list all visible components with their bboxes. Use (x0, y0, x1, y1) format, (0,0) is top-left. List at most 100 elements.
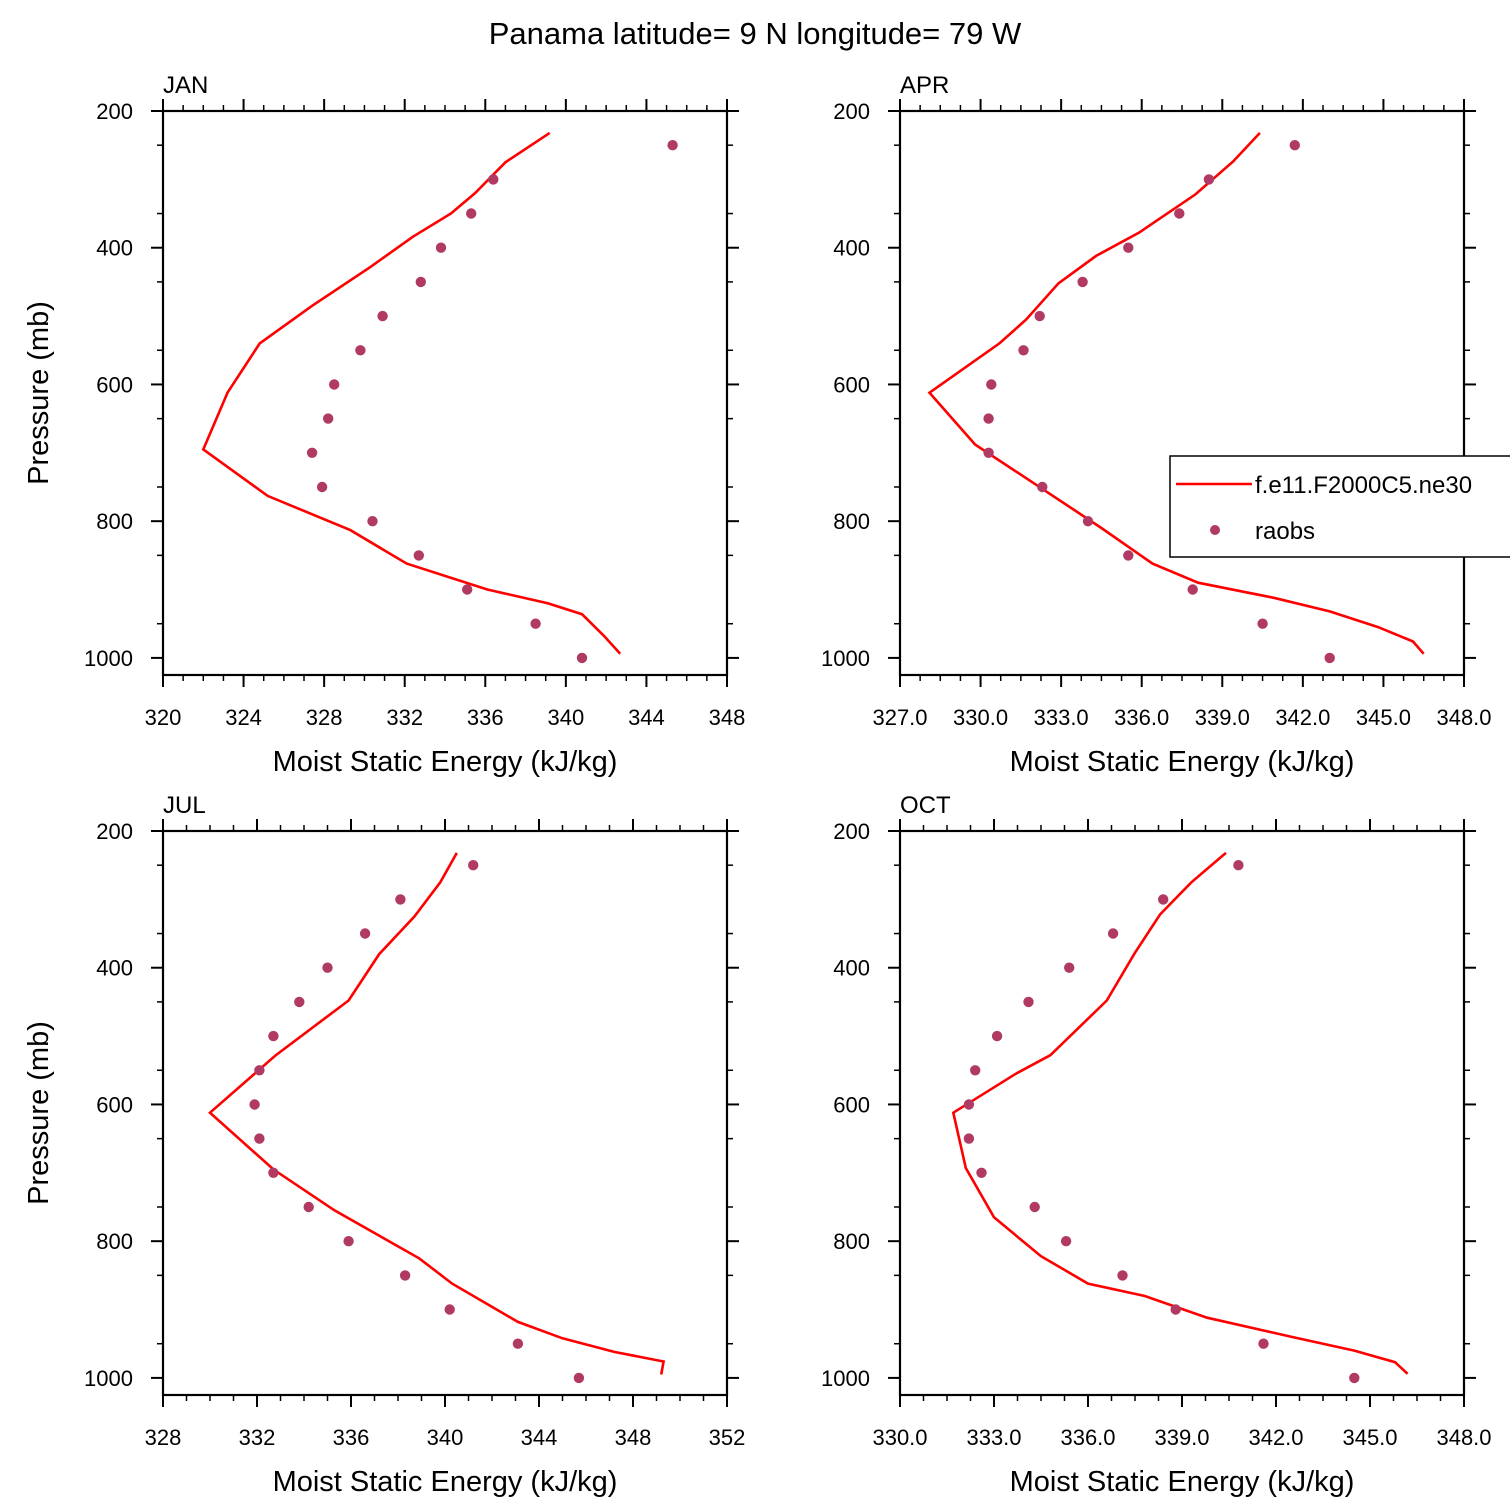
obs-point (1174, 208, 1185, 219)
x-tick-label: 320 (145, 705, 182, 730)
y-tick-label: 400 (833, 956, 870, 981)
y-tick-label: 600 (833, 1092, 870, 1117)
obs-point (1289, 140, 1301, 151)
x-tick-label: 340 (427, 1425, 464, 1450)
x-tick-label: 344 (628, 705, 665, 730)
obs-point (444, 1304, 455, 1315)
y-tick-label: 800 (833, 509, 870, 534)
figure-title: Panama latitude= 9 N longitude= 79 W (489, 16, 1022, 51)
panel-label: APR (900, 72, 949, 99)
obs-point (329, 379, 340, 390)
y-tick-label: 200 (833, 819, 870, 844)
x-tick-label: 324 (225, 705, 262, 730)
obs-point (254, 1065, 265, 1076)
y-axis-label: Pressure (mb) (23, 1021, 55, 1205)
x-tick-label: 339.0 (1195, 705, 1250, 730)
x-tick-label: 352 (709, 1425, 746, 1450)
obs-point (254, 1133, 265, 1144)
panel-label: OCT (900, 792, 951, 819)
obs-point (512, 1338, 524, 1349)
x-tick-label: 330.0 (872, 1425, 927, 1450)
x-tick-label: 348.0 (1436, 1425, 1491, 1450)
obs-point (306, 447, 318, 458)
obs-point (303, 1201, 314, 1213)
x-axis-label: Moist Static Energy (kJ/kg) (273, 1466, 618, 1498)
obs-point (1060, 1236, 1072, 1247)
obs-point (395, 894, 406, 905)
obs-point (1117, 1270, 1128, 1281)
obs-point (963, 1099, 975, 1110)
obs-point (1107, 928, 1119, 939)
obs-point (1077, 276, 1088, 288)
obs-point (991, 1030, 1003, 1042)
obs-point (1349, 1372, 1360, 1384)
x-tick-label: 348 (709, 705, 746, 730)
y-tick-label: 600 (833, 372, 870, 397)
y-tick-label: 200 (96, 819, 133, 844)
legend-obs-label: raobs (1255, 518, 1315, 545)
obs-point (343, 1236, 354, 1247)
obs-point (1123, 242, 1134, 253)
obs-point (413, 550, 424, 561)
model-line-apr (927, 132, 1425, 655)
x-tick-label: 332 (239, 1425, 276, 1450)
x-tick-label: 332 (386, 705, 423, 730)
y-tick-label: 1000 (84, 1366, 133, 1391)
panel-jan: JAN 320 324 328 332 336 340 344 348 200 400 600 800 1… (23, 72, 745, 778)
model-line-jul (208, 852, 666, 1375)
plot-frame (898, 109, 1466, 677)
x-tick-label: 330.0 (953, 705, 1008, 730)
obs-point (667, 140, 678, 151)
legend-model-label: f.e11.F2000C5.ne30 (1255, 472, 1472, 499)
plot-frame (898, 829, 1466, 1397)
obs-point (576, 652, 588, 664)
obs-point (268, 1030, 279, 1042)
model-line-oct (951, 851, 1409, 1375)
x-tick-label: 348.0 (1436, 705, 1491, 730)
obs-point (983, 447, 994, 458)
x-axis-label: Moist Static Energy (kJ/kg) (1010, 1466, 1355, 1498)
x-tick-label: 336 (467, 705, 504, 730)
panels: JAN 320 324 328 332 336 340 344 348 200 400 600 800 1… (23, 72, 1492, 1498)
obs-point (1158, 894, 1169, 905)
x-tick-label: 328 (306, 705, 343, 730)
plot-frame (161, 109, 729, 677)
x-tick-label: 333.0 (1034, 705, 1089, 730)
y-tick-label: 800 (96, 1229, 133, 1254)
x-tick-label: 345.0 (1342, 1425, 1397, 1450)
obs-point (323, 413, 334, 424)
obs-point (530, 618, 541, 629)
obs-point (466, 208, 477, 219)
y-tick-label: 1000 (821, 646, 870, 671)
obs-point (435, 242, 447, 253)
panel-label: JUL (163, 792, 206, 819)
x-tick-label: 336 (333, 1425, 370, 1450)
x-tick-label: 328 (145, 1425, 182, 1450)
x-tick-label: 348 (615, 1425, 652, 1450)
x-axis-label: Moist Static Energy (kJ/kg) (273, 746, 618, 778)
y-tick-label: 800 (96, 509, 133, 534)
obs-point (976, 1167, 987, 1179)
obs-point (970, 1065, 981, 1076)
obs-point (367, 516, 378, 527)
obs-point (1023, 996, 1034, 1008)
y-tick-label: 200 (833, 99, 870, 124)
x-tick-label: 344 (521, 1425, 558, 1450)
obs-point (1324, 652, 1335, 664)
obs-point (573, 1372, 585, 1384)
x-tick-label: 327.0 (872, 705, 927, 730)
x-tick-label: 336.0 (1114, 705, 1169, 730)
y-tick-label: 400 (96, 956, 133, 981)
y-tick-label: 600 (96, 1092, 133, 1117)
x-tick-label: 333.0 (966, 1425, 1021, 1450)
obs-point (986, 379, 997, 390)
y-tick-label: 400 (96, 236, 133, 261)
obs-point (1123, 550, 1134, 561)
panel-oct: OCT 330.0 333.0 336.0 339.0 342.0 345.0 348.0 20… (821, 792, 1491, 1498)
x-axis-label: Moist Static Energy (kJ/kg) (1010, 746, 1355, 778)
obs-point (294, 996, 305, 1008)
obs-point (377, 310, 388, 322)
x-tick-label: 345.0 (1356, 705, 1411, 730)
y-tick-label: 1000 (84, 646, 133, 671)
